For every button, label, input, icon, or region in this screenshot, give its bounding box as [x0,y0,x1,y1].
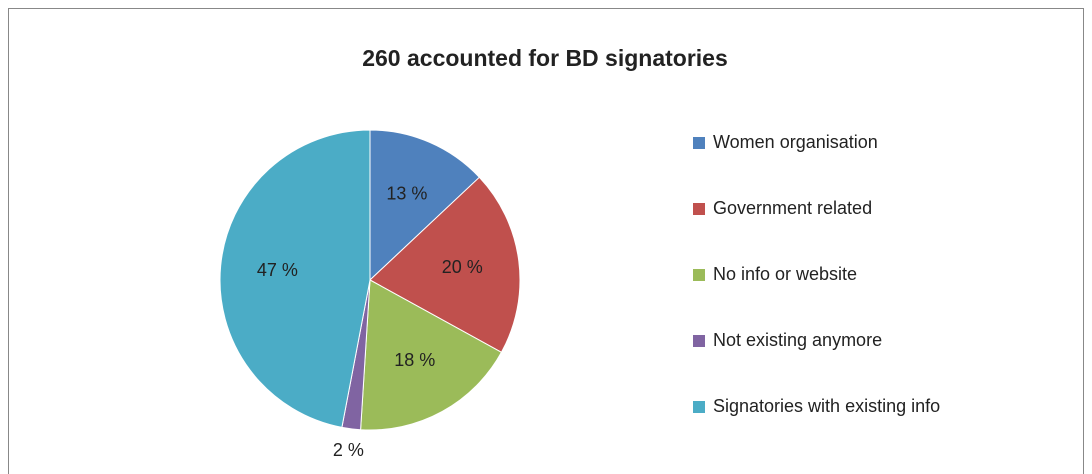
data-label: 18 % [394,350,435,370]
legend-label: Not existing anymore [713,330,882,350]
legend-label: No info or website [713,264,857,284]
pie-slice [360,279,503,431]
data-label: 47 % [257,260,298,280]
data-label: 13 % [386,183,427,203]
legend-label: Women organisation [713,132,878,152]
legend-label: Government related [713,198,872,218]
legend-label: Signatories with existing info [713,396,940,416]
legend-swatch [693,401,705,413]
data-label: 20 % [442,257,483,277]
legend-swatch [693,269,705,281]
chart-border [8,8,1084,474]
legend-swatch [693,203,705,215]
legend-swatch [693,335,705,347]
pie-slice [369,129,481,282]
data-label: 2 % [333,440,364,460]
pie-slice [219,129,371,428]
pie-slice [369,176,521,353]
legend-swatch [693,137,705,149]
chart-title: 260 accounted for BD signatories [362,45,728,71]
